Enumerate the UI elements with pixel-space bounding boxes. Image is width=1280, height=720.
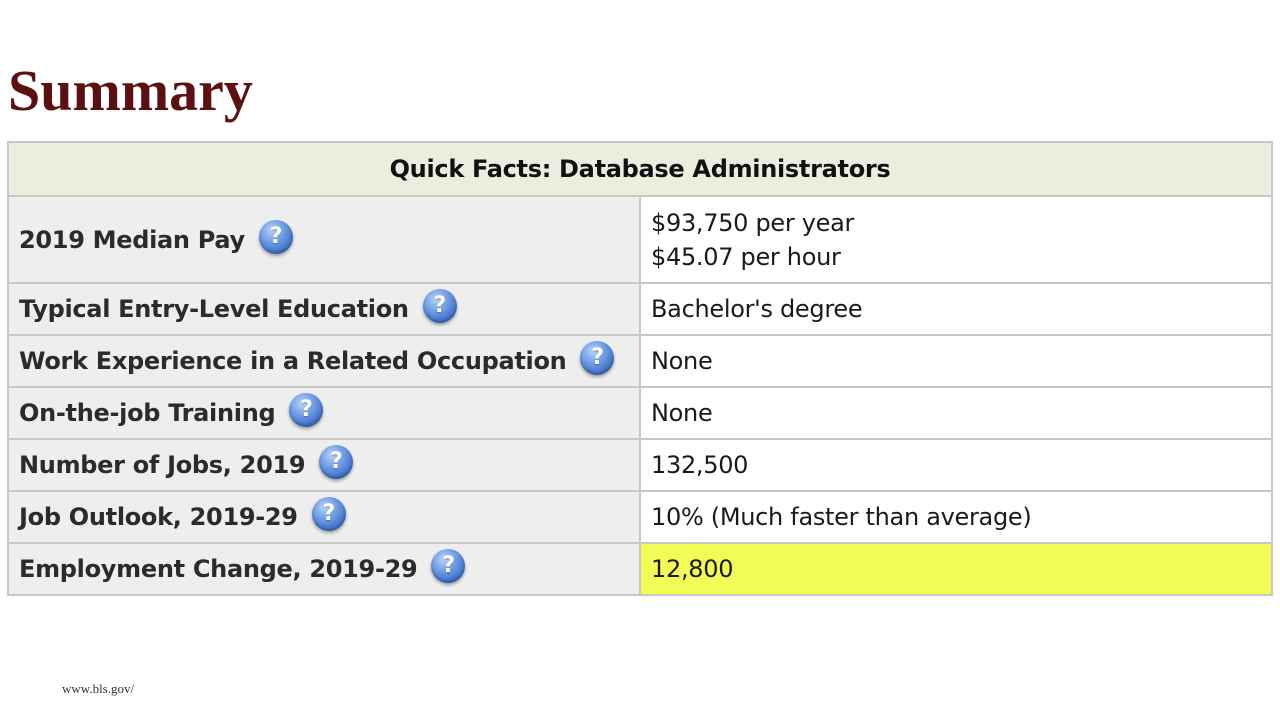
question-mark-help-icon[interactable]: ? <box>289 393 324 427</box>
label-cell: Number of Jobs, 2019? <box>7 438 641 492</box>
row-label: On-the-job Training <box>19 399 276 427</box>
row-label: Work Experience in a Related Occupation <box>19 347 567 375</box>
page-title: Summary <box>8 58 253 123</box>
row-value: 132,500 <box>651 451 749 479</box>
row-value-per-year: $93,750 per year <box>651 208 855 237</box>
question-mark-help-icon[interactable]: ? <box>422 289 457 323</box>
label-cell: Work Experience in a Related Occupation? <box>7 334 641 388</box>
value-cell: Bachelor's degree <box>639 282 1273 336</box>
table-row-job-outlook: Job Outlook, 2019-29? 10% (Much faster t… <box>7 490 1273 544</box>
row-label: Typical Entry-Level Education <box>19 295 409 323</box>
value-cell: 132,500 <box>639 438 1273 492</box>
question-mark-help-icon[interactable]: ? <box>580 341 615 375</box>
table-row-median-pay: 2019 Median Pay? $93,750 per year $45.07… <box>7 195 1273 284</box>
row-value: Bachelor's degree <box>651 295 863 323</box>
row-value: 12,800 <box>651 555 734 583</box>
value-cell: $93,750 per year $45.07 per hour <box>639 195 1273 284</box>
question-mark-help-icon[interactable]: ? <box>431 549 466 583</box>
row-label: 2019 Median Pay <box>19 225 245 254</box>
table-row-employment-change: Employment Change, 2019-29? 12,800 <box>7 542 1273 596</box>
row-label: Employment Change, 2019-29 <box>19 555 418 583</box>
value-cell: 10% (Much faster than average) <box>639 490 1273 544</box>
value-cell: None <box>639 386 1273 440</box>
table-row-work-experience: Work Experience in a Related Occupation?… <box>7 334 1273 388</box>
row-label: Job Outlook, 2019-29 <box>19 503 298 531</box>
row-value: None <box>651 399 713 427</box>
quick-facts-table: Quick Facts: Database Administrators 201… <box>7 141 1273 596</box>
label-cell: 2019 Median Pay? <box>7 195 641 284</box>
row-label: Number of Jobs, 2019 <box>19 451 306 479</box>
row-value: 10% (Much faster than average) <box>651 503 1032 531</box>
question-mark-help-icon[interactable]: ? <box>319 445 354 479</box>
value-cell: None <box>639 334 1273 388</box>
table-row-training: On-the-job Training? None <box>7 386 1273 440</box>
table-row-number-of-jobs: Number of Jobs, 2019? 132,500 <box>7 438 1273 492</box>
label-cell: On-the-job Training? <box>7 386 641 440</box>
value-cell-highlighted: 12,800 <box>639 542 1273 596</box>
table-row-education: Typical Entry-Level Education? Bachelor'… <box>7 282 1273 336</box>
row-value-per-hour: $45.07 per hour <box>651 242 841 271</box>
row-value: None <box>651 347 713 375</box>
label-cell: Employment Change, 2019-29? <box>7 542 641 596</box>
source-url: www.bls.gov/ <box>62 681 135 696</box>
label-cell: Job Outlook, 2019-29? <box>7 490 641 544</box>
label-cell: Typical Entry-Level Education? <box>7 282 641 336</box>
table-header: Quick Facts: Database Administrators <box>7 141 1273 197</box>
question-mark-help-icon[interactable]: ? <box>258 219 293 254</box>
question-mark-help-icon[interactable]: ? <box>311 497 346 531</box>
